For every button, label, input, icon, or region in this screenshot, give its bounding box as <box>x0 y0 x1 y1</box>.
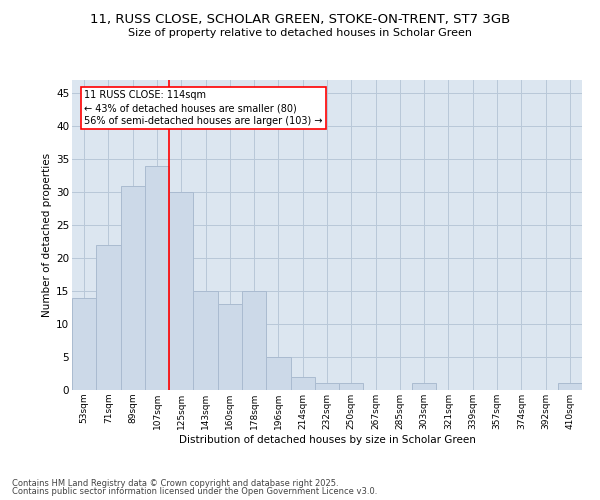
Text: 11, RUSS CLOSE, SCHOLAR GREEN, STOKE-ON-TRENT, ST7 3GB: 11, RUSS CLOSE, SCHOLAR GREEN, STOKE-ON-… <box>90 12 510 26</box>
Text: 11 RUSS CLOSE: 114sqm
← 43% of detached houses are smaller (80)
56% of semi-deta: 11 RUSS CLOSE: 114sqm ← 43% of detached … <box>84 90 323 126</box>
Bar <box>242 291 266 390</box>
Bar <box>121 186 145 390</box>
Bar <box>339 384 364 390</box>
Bar <box>169 192 193 390</box>
Bar <box>96 245 121 390</box>
Bar <box>315 384 339 390</box>
Text: Contains HM Land Registry data © Crown copyright and database right 2025.: Contains HM Land Registry data © Crown c… <box>12 478 338 488</box>
Y-axis label: Number of detached properties: Number of detached properties <box>42 153 52 317</box>
Bar <box>558 384 582 390</box>
Bar <box>72 298 96 390</box>
Text: Size of property relative to detached houses in Scholar Green: Size of property relative to detached ho… <box>128 28 472 38</box>
Bar <box>290 377 315 390</box>
Bar <box>145 166 169 390</box>
Bar <box>193 291 218 390</box>
Bar <box>412 384 436 390</box>
Text: Contains public sector information licensed under the Open Government Licence v3: Contains public sector information licen… <box>12 487 377 496</box>
Bar <box>266 357 290 390</box>
X-axis label: Distribution of detached houses by size in Scholar Green: Distribution of detached houses by size … <box>179 434 475 444</box>
Bar <box>218 304 242 390</box>
